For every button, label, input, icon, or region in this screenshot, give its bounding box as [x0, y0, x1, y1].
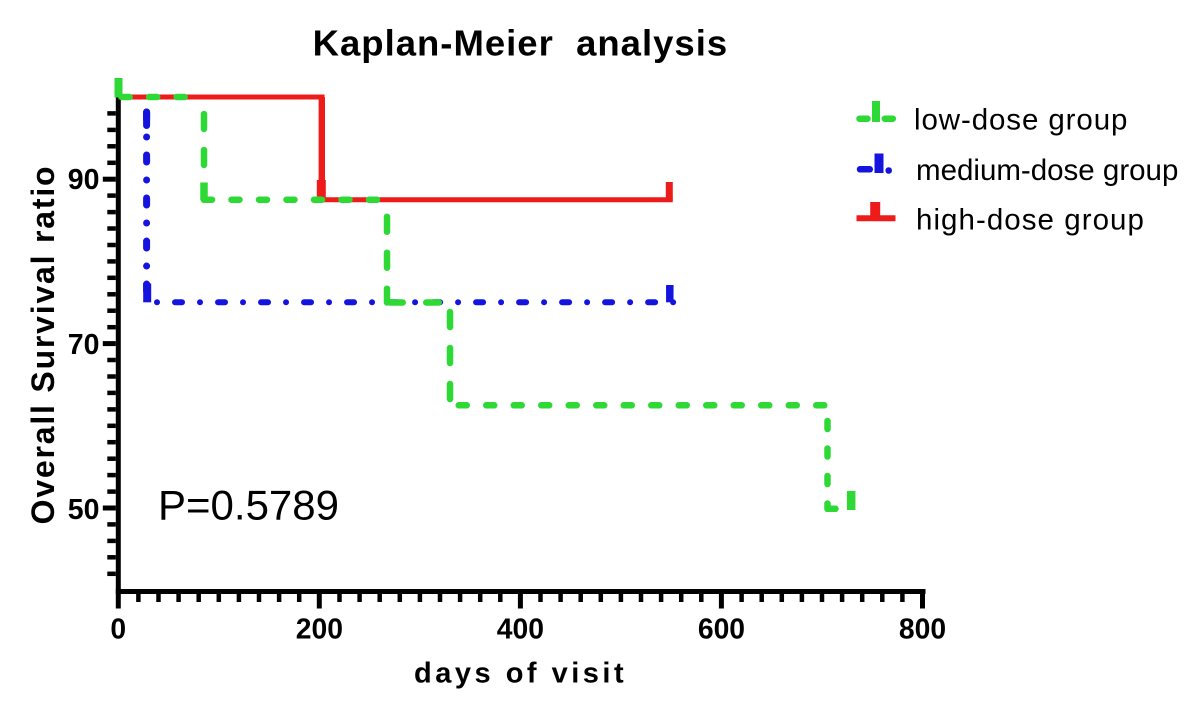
- svg-text:70: 70: [68, 329, 100, 361]
- svg-text:Overall Survival ratio: Overall Survival ratio: [25, 165, 61, 525]
- svg-text:400: 400: [497, 613, 544, 645]
- svg-text:0: 0: [110, 613, 126, 645]
- svg-text:P=0.5789: P=0.5789: [158, 482, 339, 529]
- svg-text:days of visit: days of visit: [414, 658, 627, 690]
- svg-text:200: 200: [296, 613, 343, 645]
- svg-text:50: 50: [68, 494, 100, 526]
- svg-text:Kaplan-Meier analysis: Kaplan-Meier analysis: [313, 23, 729, 64]
- svg-text:medium-dose group: medium-dose group: [916, 154, 1178, 187]
- svg-text:high-dose group: high-dose group: [916, 204, 1145, 237]
- svg-text:800: 800: [899, 613, 946, 645]
- svg-text:90: 90: [68, 164, 100, 196]
- svg-text:low-dose group: low-dose group: [914, 104, 1128, 137]
- svg-text:600: 600: [698, 613, 745, 645]
